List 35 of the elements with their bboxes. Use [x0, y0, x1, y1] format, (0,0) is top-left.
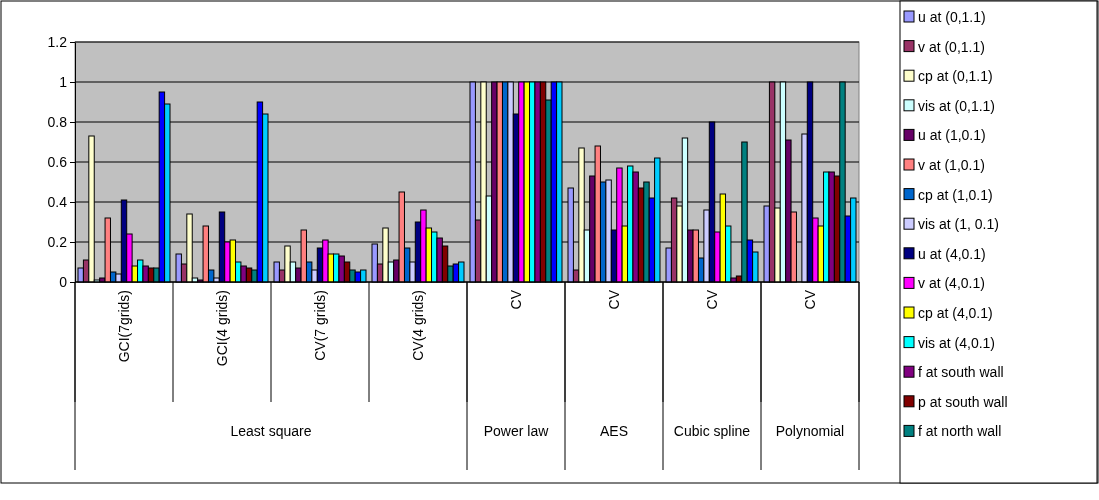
legend-label: u at (0,1.1): [918, 9, 986, 25]
text: AES: [599, 423, 629, 439]
text: Cubic spline: [673, 423, 751, 439]
x-tick-label: CV(7 grids): [312, 290, 328, 361]
x-tick-label: CV(4 grids): [410, 290, 426, 361]
text: Power law: [483, 423, 550, 439]
x-tick-label: CV: [606, 289, 622, 310]
text: Polynomial: [775, 423, 845, 439]
x-tick-label: CV: [508, 289, 524, 310]
legend-label: cp at (1,0.1): [918, 186, 993, 203]
legend-label: cp at (0,1.1): [918, 68, 993, 85]
legend-label: v at (1,0.1): [918, 157, 985, 173]
legend-label: u at (4,0.1): [918, 245, 986, 262]
y-tick-label: 0: [59, 273, 68, 290]
y-tick-label: 1.2: [47, 33, 68, 50]
y-tick-label: 0.2: [47, 233, 68, 250]
legend-label: v at (0,1.1): [918, 38, 985, 55]
legend-label: f at south wall: [918, 364, 1004, 381]
x-tick-label: GCI(4 grids): [214, 290, 230, 367]
y-tick-label: 0.8: [47, 113, 68, 130]
y-tick-label: 0.6: [47, 153, 68, 170]
legend-label: u at (1,0.1): [918, 127, 986, 144]
x-tick-label: CV: [802, 289, 818, 310]
legend-label: p at south wall: [918, 393, 1008, 410]
y-tick-label: 0.4: [47, 193, 68, 210]
legend-label: vis at (4,0.1): [918, 334, 996, 351]
legend-label: cp at (4,0.1): [918, 305, 993, 321]
legend-label: vis at (1, 0.1): [918, 216, 999, 233]
x-tick-label: CV: [704, 289, 720, 310]
legend-label: vis at (0,1.1): [918, 97, 996, 114]
legend-label: f at north wall: [918, 423, 1002, 440]
y-tick-label: 1: [59, 73, 68, 90]
legend-label: v at (4,0.1): [918, 275, 985, 292]
text: Least square: [230, 423, 312, 439]
x-tick-label: GCI(7grids): [116, 290, 132, 363]
